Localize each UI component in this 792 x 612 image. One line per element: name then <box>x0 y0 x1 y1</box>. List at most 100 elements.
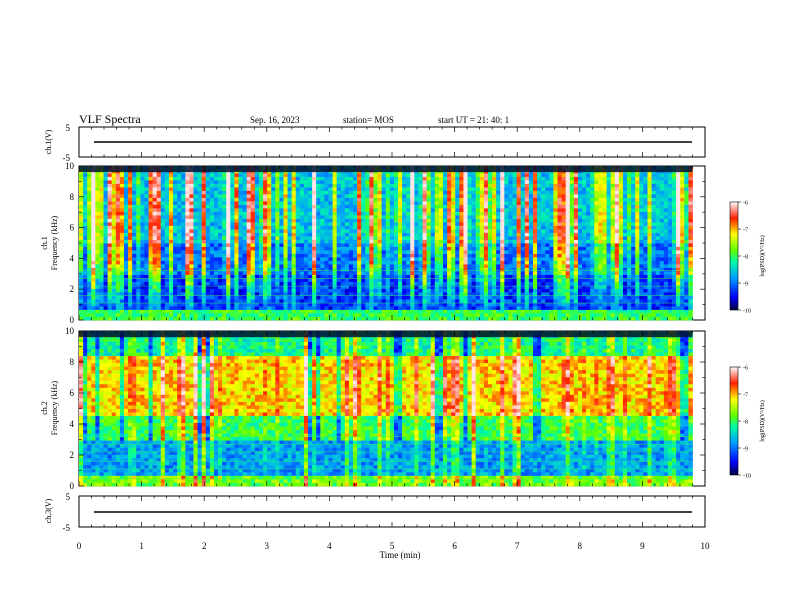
spectrogram-cell <box>205 201 211 205</box>
spectrogram-cell <box>524 222 530 226</box>
spectrogram-cell <box>87 229 92 233</box>
spectrogram-cell <box>455 204 460 209</box>
spectrogram-cell <box>528 274 534 279</box>
spectrogram-cell <box>344 211 350 216</box>
spectrogram-cell <box>389 197 395 202</box>
spectrogram-cell <box>87 180 92 184</box>
spectrogram-cell <box>107 173 113 177</box>
spectrogram-cell <box>471 239 477 244</box>
spectrogram-cell <box>402 197 407 202</box>
spectrogram-cell <box>463 267 468 272</box>
spectrogram-cell <box>136 225 141 230</box>
spectrogram-cell <box>344 295 350 300</box>
spectrogram-cell <box>279 257 284 261</box>
spectrogram-cell <box>177 180 182 184</box>
spectrogram-cell <box>115 243 121 247</box>
spectrogram-cell <box>492 267 497 272</box>
spectrogram-cell <box>140 194 145 198</box>
spectrogram-cell <box>173 236 178 240</box>
spectrogram-cell <box>213 239 219 244</box>
spectrogram-cell <box>111 250 117 254</box>
spectrogram-cell <box>267 281 272 286</box>
spectrogram-cell <box>528 211 534 216</box>
spectrogram-cell <box>234 208 239 212</box>
spectrogram-cell <box>160 225 166 230</box>
spectrogram-cell <box>348 176 354 181</box>
spectrogram-cell <box>111 274 117 279</box>
spectrogram-cell <box>254 201 260 205</box>
spectrogram-cell <box>500 264 505 268</box>
spectrogram-cell <box>414 313 419 317</box>
spectrogram-cell <box>185 281 190 286</box>
spectrogram-cell <box>99 229 104 233</box>
spectrogram-cell <box>209 197 215 202</box>
spectrogram-cell <box>410 264 415 268</box>
spectrogram-cell <box>467 225 473 230</box>
spectrogram-cell <box>344 187 350 191</box>
spectrogram-cell <box>263 285 268 289</box>
spectrogram-cell <box>140 313 145 317</box>
spectrogram-cell <box>242 260 248 265</box>
spectrogram-cell <box>242 183 248 188</box>
spectrogram-cell <box>156 257 162 261</box>
spectrogram-cell <box>336 299 342 303</box>
spectrogram-cell <box>242 313 248 317</box>
spectrogram-cell <box>250 197 256 202</box>
spectrogram-cell <box>434 253 440 258</box>
spectrogram-cell <box>398 274 403 279</box>
spectrogram-cell <box>156 278 162 282</box>
spectrogram-cell <box>148 316 154 321</box>
spectrogram-cell <box>218 190 223 195</box>
spectrogram-cell <box>275 190 280 195</box>
spectrogram-cell <box>226 271 231 275</box>
spectrogram-cell <box>83 208 88 212</box>
spectrogram-cell <box>459 194 464 198</box>
spectrogram-cell <box>283 173 288 177</box>
spectrogram-cell <box>115 239 121 244</box>
spectrogram-cell <box>291 271 297 275</box>
spectrogram-cell <box>230 281 235 286</box>
spectrogram-cell <box>287 204 293 209</box>
spectrogram-cell <box>434 208 440 212</box>
spectrogram-cell <box>263 208 268 212</box>
spectrogram-cell <box>115 232 121 237</box>
spectrogram-cell <box>246 274 252 279</box>
spectrogram-cell <box>524 211 530 216</box>
spectrogram-cell <box>459 316 464 321</box>
spectrogram-cell <box>132 274 137 279</box>
spectrogram-cell <box>434 306 440 310</box>
date-label: Sep. 16, 2023 <box>250 115 300 125</box>
spectrogram-cell <box>132 194 137 198</box>
spectrogram-cell <box>250 316 256 321</box>
spectrogram-cell <box>500 218 505 223</box>
spectrogram-cell <box>213 288 219 293</box>
spectrogram-cell <box>160 253 166 258</box>
spectrogram-cell <box>119 183 125 188</box>
spectrogram-cell <box>336 309 342 314</box>
spectrogram-cell <box>156 295 162 300</box>
spectrogram-cell <box>528 285 534 289</box>
spectrogram-cell <box>140 306 145 310</box>
spectrogram-cell <box>177 211 182 216</box>
spectrogram-cell <box>336 278 342 282</box>
spectrogram-cell <box>164 302 170 307</box>
spectrogram-cell <box>455 271 460 275</box>
spectrogram-cell <box>107 250 113 254</box>
spectrogram-cell <box>119 295 125 300</box>
spectrogram-cell <box>496 187 501 191</box>
spectrogram-cell <box>193 236 199 240</box>
spectrogram-cell <box>442 225 448 230</box>
spectrogram-cell <box>442 187 448 191</box>
spectrogram-cell <box>320 285 325 289</box>
spectrogram-cell <box>508 243 513 247</box>
spectrogram-cell <box>512 225 518 230</box>
spectrogram-cell <box>119 299 125 303</box>
spectrogram-cell <box>496 239 501 244</box>
spectrogram-cell <box>238 295 243 300</box>
spectrogram-cell <box>136 215 141 219</box>
spectrogram-cell <box>152 183 158 188</box>
spectrogram-cell <box>91 225 96 230</box>
spectrogram-cell <box>197 243 203 247</box>
spectrogram-cell <box>226 180 231 184</box>
spectrogram-cell <box>455 173 460 177</box>
